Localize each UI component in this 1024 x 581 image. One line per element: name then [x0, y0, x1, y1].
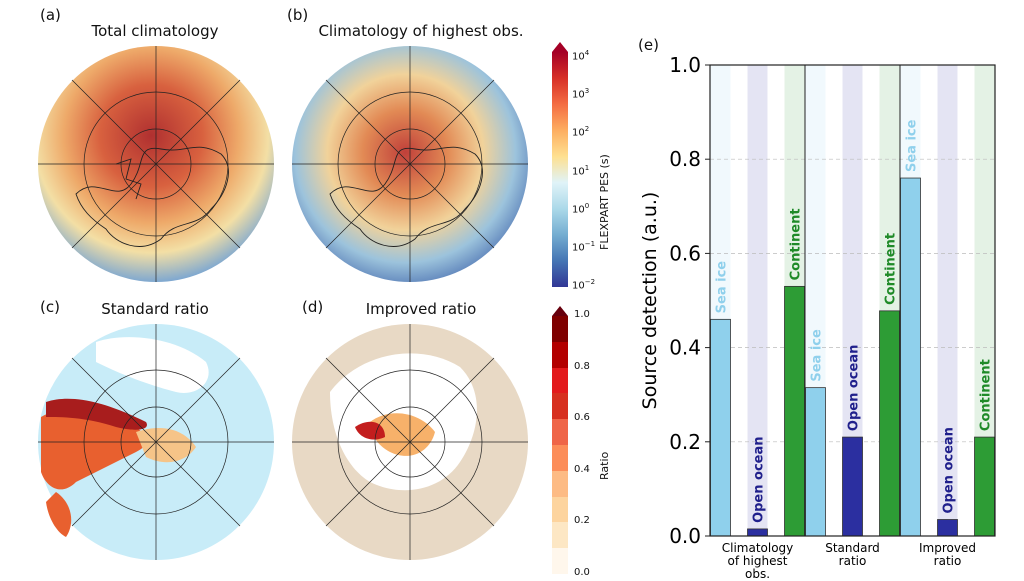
panel-d-letter: (d)	[302, 298, 324, 316]
bar-series-label: Open ocean	[847, 345, 862, 431]
y-tick-label: 0.6	[669, 241, 701, 265]
colorbar-ratio-segment	[552, 316, 568, 342]
colorbar-pes-tick: 102	[572, 125, 590, 139]
bar-series-label: Sea ice	[905, 119, 920, 172]
colorbar-ratio-tick: 0.6	[574, 412, 590, 424]
panel-c-title: Standard ratio	[101, 300, 209, 318]
bar	[900, 177, 921, 537]
colorbar-ratio-label: Ratio	[598, 451, 611, 480]
bar	[879, 310, 900, 537]
panel-a-title: Total climatology	[91, 22, 219, 40]
bar	[710, 318, 731, 537]
colorbar-pes-tick: 101	[572, 163, 590, 177]
map-total-climatology	[38, 46, 274, 282]
x-category-label: Improved	[919, 541, 976, 555]
colorbar-pes-tick: 103	[572, 87, 590, 101]
map-climatology-highest-obs	[292, 46, 528, 282]
map-improved-ratio	[292, 324, 528, 560]
colorbar-ratio-tick: 1.0	[574, 309, 590, 320]
colorbar-ratio-segment	[552, 393, 568, 420]
bar	[842, 436, 863, 537]
colorbar-ratio-segment	[552, 419, 568, 446]
bar-background-column	[842, 65, 863, 536]
panel-a-letter: (a)	[40, 6, 61, 24]
colorbar-ratio-segment	[552, 496, 568, 523]
y-tick-label: 0.4	[669, 336, 701, 360]
bar-series-label: Open ocean	[752, 436, 767, 522]
y-tick-label: 0.2	[669, 430, 701, 454]
y-tick-label: 0.8	[669, 147, 701, 171]
bar-series-label: Continent	[789, 208, 804, 280]
bar	[805, 387, 826, 537]
bar	[747, 528, 768, 537]
colorbar-ratio-tick: 0.4	[574, 463, 590, 475]
bar-background-column	[974, 65, 995, 536]
bar	[937, 519, 958, 537]
x-category-label: obs.	[745, 567, 770, 581]
colorbar-ratio-segment	[552, 367, 568, 394]
panel-b-title: Climatology of highest obs.	[318, 22, 524, 40]
bar-series-label: Continent	[884, 233, 899, 305]
colorbar-ratio-segment	[552, 470, 568, 497]
source-detection-bar-chart: 0.0 0.2 0.4 0.6 0.8 1.0 Sea ice Open ocean Conti…	[639, 53, 996, 581]
x-category-label: ratio	[839, 554, 867, 568]
colorbar-ratio-segment	[552, 522, 568, 549]
map-standard-ratio	[38, 324, 274, 560]
colorbar-ratio-segment	[552, 341, 568, 368]
colorbar-pes-tick: 10−1	[572, 239, 596, 254]
plot-frame	[709, 64, 996, 537]
bar-background-column	[747, 65, 768, 536]
colorbar-ratio-segment	[552, 445, 568, 471]
bar-series-label: Sea ice	[715, 261, 730, 314]
panel-c-letter: (c)	[40, 298, 60, 316]
panel-e-letter: (e)	[638, 36, 659, 54]
bar-background-column	[937, 65, 958, 536]
x-category-label: of highest	[728, 554, 788, 568]
colorbar-ratio-tick: 0.0	[574, 567, 590, 578]
colorbar-pes-tick: 100	[572, 201, 590, 215]
y-tick-label: 0.0	[669, 524, 701, 548]
bar-series-label: Open ocean	[942, 427, 957, 513]
bar-series-label: Sea ice	[810, 329, 825, 382]
colorbar-ratio-segment	[552, 548, 568, 574]
x-category-label: ratio	[934, 554, 962, 568]
x-category-label: Climatology	[722, 541, 794, 555]
bar-series-label: Continent	[979, 359, 994, 431]
colorbar-ratio-tick: 0.8	[574, 360, 590, 372]
bar	[784, 285, 805, 537]
colorbar-pes-tick: 104	[572, 49, 590, 63]
x-category-label: Standard	[825, 541, 880, 555]
panel-b-letter: (b)	[287, 6, 309, 24]
panel-d-title: Improved ratio	[365, 300, 477, 318]
bar	[974, 436, 995, 537]
y-axis-label: Source detection (a.u.)	[639, 192, 661, 410]
colorbar-pes-label: FLEXPART PES (s)	[598, 154, 611, 250]
y-tick-label: 1.0	[669, 53, 701, 77]
colorbar-pes-tick: 10−2	[572, 278, 596, 292]
colorbar-pes	[552, 42, 568, 289]
colorbar-ratio	[552, 306, 568, 574]
colorbar-ratio-tick: 0.2	[574, 515, 590, 527]
